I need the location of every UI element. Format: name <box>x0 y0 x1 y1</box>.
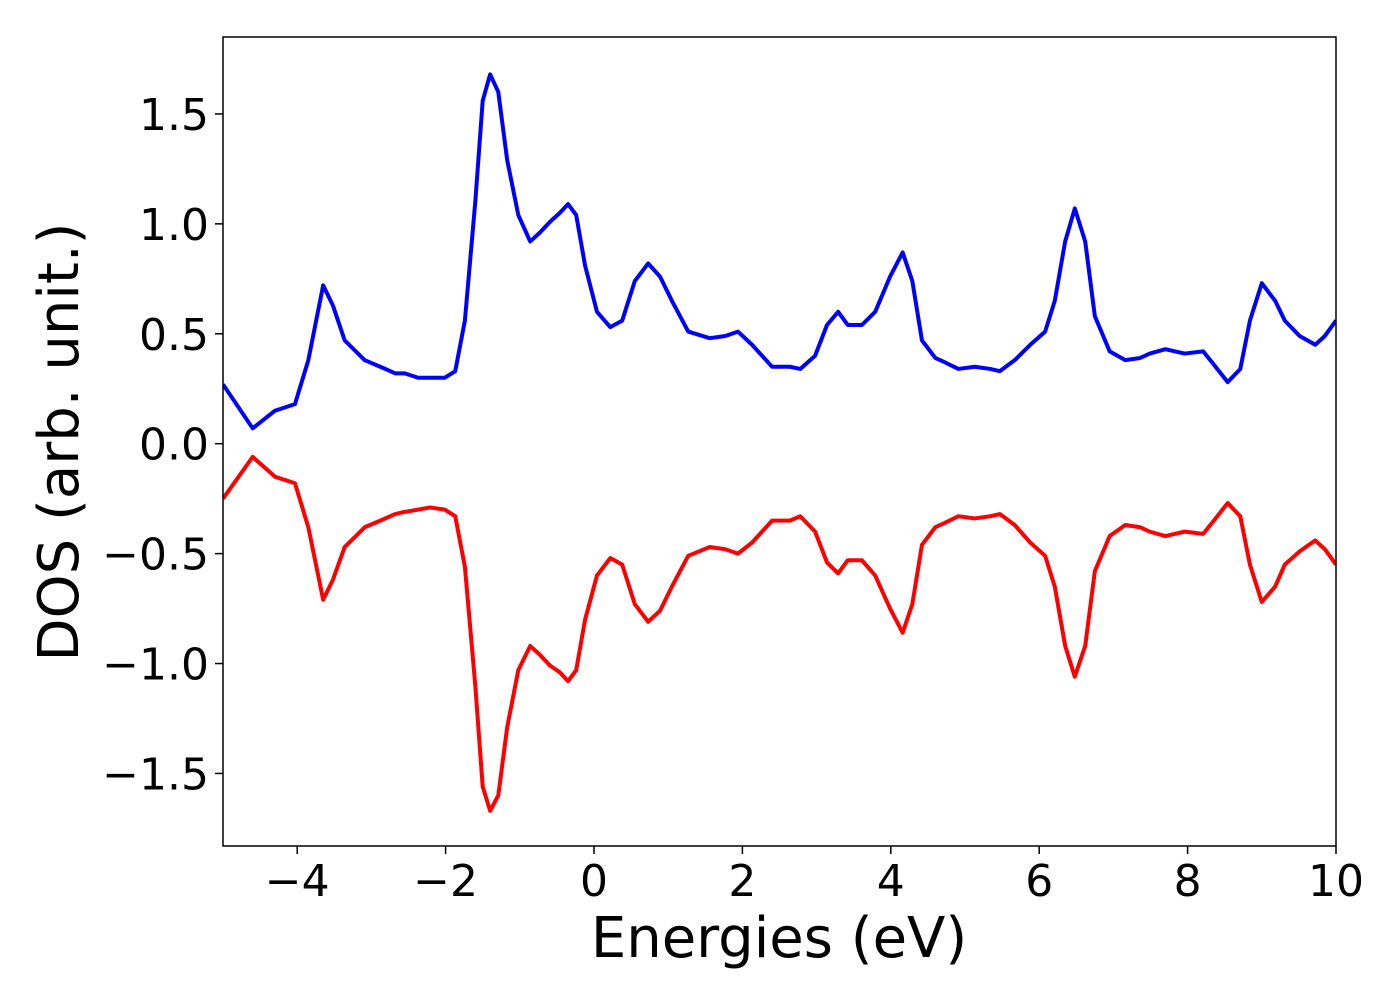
x-tick-label: −4 <box>265 856 330 907</box>
x-tick-label: 6 <box>1025 856 1053 907</box>
series-line <box>223 454 1336 813</box>
x-tick-label: −2 <box>413 856 478 907</box>
plot-frame <box>222 36 1337 847</box>
x-tick-label: 4 <box>877 856 905 907</box>
y-axis-label: DOS (arb. unit.) <box>27 222 92 661</box>
y-tick-label: 1.0 <box>139 200 209 251</box>
y-tick-label: 0.0 <box>139 420 209 471</box>
y-tick-label: 1.5 <box>139 90 209 141</box>
series-line <box>223 72 1336 431</box>
y-tick-label: −0.5 <box>102 530 209 581</box>
x-tick-label: 8 <box>1174 856 1202 907</box>
y-tick-label: 0.5 <box>139 310 209 361</box>
x-tick-label: 2 <box>728 856 756 907</box>
x-tick-label: 0 <box>580 856 608 907</box>
y-tick-label: −1.0 <box>102 640 209 691</box>
x-tick-label: 10 <box>1308 856 1364 907</box>
x-axis-label: Energies (eV) <box>591 906 967 971</box>
y-tick-label: −1.5 <box>102 749 209 800</box>
